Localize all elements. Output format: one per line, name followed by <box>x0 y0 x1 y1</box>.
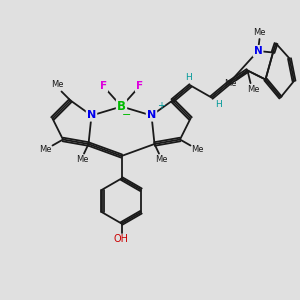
Text: OH: OH <box>114 234 129 244</box>
Text: N: N <box>87 110 96 121</box>
Text: +: + <box>157 101 165 111</box>
Text: Me: Me <box>224 80 236 88</box>
Text: F: F <box>100 81 107 92</box>
Text: −: − <box>122 110 132 120</box>
Text: N: N <box>254 46 262 56</box>
Text: B: B <box>117 100 126 113</box>
Text: H: H <box>185 73 191 82</box>
Text: Me: Me <box>155 155 167 164</box>
Text: Me: Me <box>39 146 52 154</box>
Text: Me: Me <box>76 155 88 164</box>
Text: Me: Me <box>51 80 63 89</box>
Text: H: H <box>215 100 221 109</box>
Text: F: F <box>136 81 143 92</box>
Text: Me: Me <box>247 85 260 94</box>
Text: N: N <box>147 110 156 121</box>
Text: Me: Me <box>191 146 204 154</box>
Text: Me: Me <box>253 28 266 37</box>
